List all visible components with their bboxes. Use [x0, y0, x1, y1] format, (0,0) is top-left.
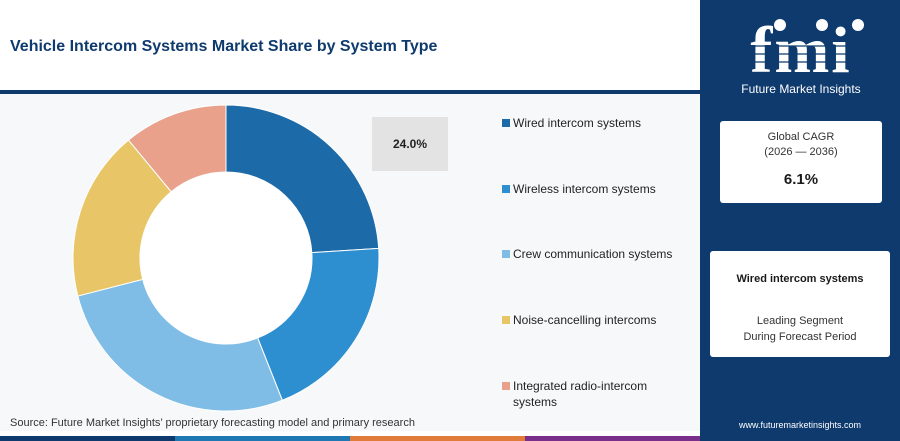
- legend-swatch: [502, 185, 510, 193]
- legend-label: Integrated radio-intercom systems: [513, 379, 648, 409]
- legend-label: Crew communication systems: [513, 247, 673, 261]
- footer-bar-segment: [175, 436, 350, 441]
- legend-item-wireless: Wireless intercom systems: [502, 181, 692, 197]
- logo-dot: [774, 19, 786, 31]
- cagr-period: (2026 — 2036): [764, 146, 838, 158]
- cagr-card: Global CAGR (2026 — 2036) 6.1%: [720, 121, 882, 203]
- legend-label: Wired intercom systems: [513, 116, 642, 130]
- title-divider: [0, 90, 700, 94]
- footer-color-bar: [0, 436, 700, 441]
- footer-bar-segment: [350, 436, 525, 441]
- callout-value: 24.0%: [392, 137, 428, 151]
- legend-swatch: [502, 316, 510, 324]
- source-note: Source: Future Market Insights’ propriet…: [10, 417, 415, 429]
- leading-segment-note: Leading Segment: [756, 315, 844, 327]
- footer-bar-segment: [525, 436, 700, 441]
- brand-logo: fmi Future Market Insights: [728, 16, 874, 102]
- leading-segment-card: Wired intercom systems Leading Segment D…: [710, 251, 890, 357]
- legend-item-crew: Crew communication systems: [502, 246, 692, 262]
- leading-segment-note: During Forecast Period: [743, 331, 857, 343]
- legend-swatch: [502, 250, 510, 258]
- legend-item-noise-cancelling: Noise-cancelling intercoms: [502, 312, 692, 328]
- donut-hole: [140, 172, 312, 344]
- legend-swatch: [502, 382, 510, 390]
- leading-segment-name: Wired intercom systems: [736, 273, 864, 285]
- brand-name: Future Market Insights: [741, 82, 861, 96]
- value-callout: 24.0%: [372, 117, 448, 171]
- info-sidebar: fmi Future Market Insights Global CAGR (…: [700, 0, 900, 441]
- logo-wordmark: fmi: [750, 16, 851, 80]
- footer-bar-segment: [0, 436, 175, 441]
- chart-title: Vehicle Intercom Systems Market Share by…: [10, 38, 438, 55]
- cagr-value: 6.1%: [783, 171, 819, 188]
- legend-swatch: [502, 119, 510, 127]
- cagr-label: Global CAGR: [767, 131, 835, 143]
- legend-label: Noise-cancelling intercoms: [513, 313, 657, 327]
- website-url: www.futuremarketinsights.com: [738, 420, 862, 430]
- logo-dot: [816, 19, 828, 31]
- legend-label: Wireless intercom systems: [513, 182, 656, 196]
- logo-dot: [852, 19, 864, 31]
- fmi-logo-icon: fmi: [732, 16, 870, 80]
- legend-item-integrated-radio: Integrated radio-intercom systems: [502, 378, 682, 410]
- donut-chart: [72, 104, 380, 412]
- legend-item-wired: Wired intercom systems: [502, 115, 692, 131]
- chart-panel: Vehicle Intercom Systems Market Share by…: [0, 38, 700, 441]
